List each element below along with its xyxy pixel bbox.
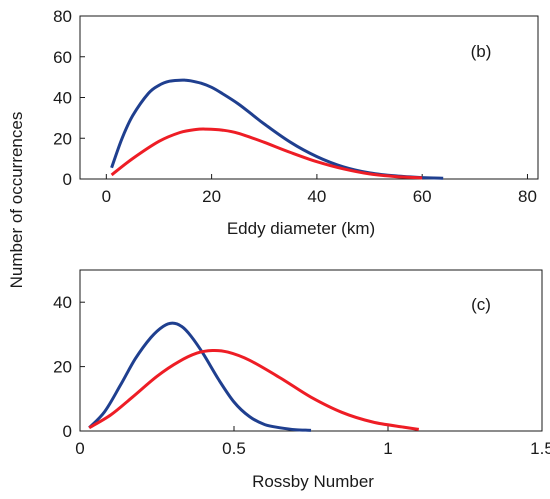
x-tick-label: 80 (518, 187, 537, 206)
x-tick-label: 0.5 (222, 439, 246, 458)
y-tick-label: 60 (53, 48, 72, 67)
shared-y-axis-label: Number of occurrences (7, 112, 26, 289)
x-tick-label: 0 (75, 439, 84, 458)
panel-c-x-axis-label: Rossby Number (252, 472, 374, 491)
y-tick-label: 80 (53, 7, 72, 26)
x-tick-label: 20 (202, 187, 221, 206)
panel-b-series (110, 78, 444, 180)
y-tick-label: 20 (53, 129, 72, 148)
panel-b-x-ticks: 0 20 40 60 80 (102, 174, 537, 206)
panel-c-y-ticks: 0 20 40 (53, 293, 85, 441)
x-tick-label: 60 (413, 187, 432, 206)
panel-c-x-ticks: 0 0.5 1 1.5 (75, 426, 550, 458)
panel-c-rossby-number: 0 20 40 0 0.5 1 1.5 (c) Rossby Number (53, 269, 550, 491)
red-series-line (110, 127, 423, 180)
panel-b-label: (b) (471, 42, 492, 61)
panel-b-x-axis-label: Eddy diameter (km) (227, 219, 375, 238)
x-tick-label: 1.5 (530, 439, 550, 458)
y-tick-label: 40 (53, 89, 72, 108)
x-tick-label: 40 (307, 187, 326, 206)
x-tick-label: 0 (102, 187, 111, 206)
panel-c-series (88, 321, 420, 432)
y-tick-label: 0 (63, 170, 72, 189)
blue-series-line (88, 321, 312, 432)
blue-series-line (110, 78, 444, 180)
x-tick-label: 1 (383, 439, 392, 458)
y-tick-label: 20 (53, 358, 72, 377)
y-tick-label: 0 (63, 422, 72, 441)
panel-c-label: (c) (471, 295, 491, 314)
panel-b-frame (79, 15, 539, 180)
panel-b-y-ticks: 0 20 40 60 80 (53, 7, 85, 189)
panel-c-frame (79, 269, 543, 432)
panel-b-eddy-diameter: 0 20 40 60 80 0 20 40 60 80 (b) Eddy diameter (k… (53, 7, 539, 238)
red-series-line (88, 348, 420, 431)
y-tick-label: 40 (53, 293, 72, 312)
